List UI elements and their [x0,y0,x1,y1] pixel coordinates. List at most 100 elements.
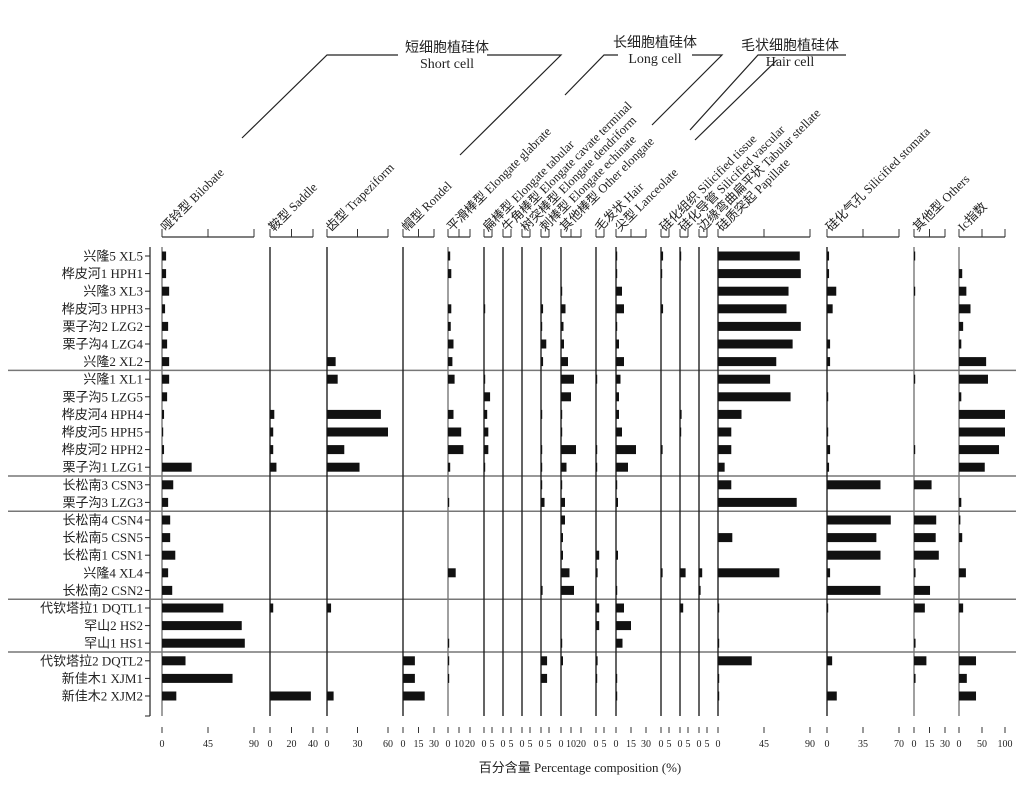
bar [561,321,564,331]
bar [616,409,619,419]
bar [959,392,962,402]
bar [680,568,686,578]
sample-label: 兴隆3 XL3 [83,284,143,299]
tick-label: 0 [825,739,830,750]
sample-label: 栗子沟3 LZG3 [62,495,143,510]
tick-label: 0 [501,739,506,750]
bar [959,304,971,314]
tick-label: 60 [383,739,393,750]
group-label-en: Hair cell [766,55,815,70]
sample-label: 桦皮河3 HPH3 [62,301,143,316]
bar [959,427,1005,437]
bar [914,374,916,384]
bar [959,691,977,701]
bar [616,691,618,701]
bar [596,656,598,666]
bar [827,462,830,472]
bar [616,321,618,331]
tick-label: 15 [925,739,935,750]
bar [162,673,233,683]
bar [959,321,964,331]
sample-label: 长松南3 CSN3 [62,477,143,492]
bar [718,392,791,402]
bar [616,392,619,402]
bar [448,304,452,314]
bar [959,409,1005,419]
tick-label: 50 [977,739,987,750]
tick-label: 30 [353,739,363,750]
sample-label: 栗子沟1 LZG1 [62,460,143,475]
tick-label: 0 [594,739,599,750]
bar [914,286,916,296]
bar [561,445,576,455]
tick-label: 90 [249,739,259,750]
tick-label: 10 [566,739,576,750]
bar [718,497,797,507]
bar [596,462,598,472]
group-label-short-cell: 短细胞植硅体 Short cell [405,40,489,72]
sample-label: 新佳木1 XJM1 [62,671,143,686]
bar [541,445,543,455]
bar [959,445,1000,455]
tick-label: 35 [858,739,868,750]
tick-label: 0 [678,739,683,750]
short-cell-leader-left [241,54,398,139]
sample-label: 栗子沟2 LZG2 [62,319,143,334]
column-1: 鞍型 Saddle 0 20 40 [266,180,320,750]
bar [448,251,451,261]
bar [561,462,567,472]
bar [718,568,780,578]
group-label-hair-cell: 毛状细胞植硅体 Hair cell [741,38,839,70]
bar [959,357,987,367]
bar [484,409,488,419]
bar [718,339,793,349]
bar [718,251,800,261]
tick-label: 15 [626,739,636,750]
bar [561,533,563,543]
bar [484,427,489,437]
bar [162,656,186,666]
bar [718,374,771,384]
tick-label: 20 [576,739,586,750]
sample-label: 兴隆5 XL5 [83,249,143,264]
group-label-cn: 毛状细胞植硅体 [741,38,839,54]
bar [327,445,345,455]
bar [596,603,600,613]
bar [616,286,622,296]
column-label: Ic指数 [955,199,991,235]
bar [827,480,881,490]
tick-label: 0 [957,739,962,750]
bar [541,339,547,349]
bar [162,515,171,525]
bar [561,357,568,367]
bar [162,533,171,543]
bar [162,445,165,455]
bar [616,357,624,367]
bar [680,603,684,613]
bar [541,357,544,367]
bar [596,568,598,578]
bar [403,656,415,666]
tick-label: 45 [759,739,769,750]
sample-label: 桦皮河2 HPH2 [62,442,143,457]
bar [718,357,777,367]
bar [270,462,277,472]
bar [827,603,829,613]
bar [959,603,964,613]
sample-label: 桦皮河1 HPH1 [62,266,143,281]
bar [561,585,574,595]
bar [827,357,831,367]
bar [827,286,837,296]
tick-label: 10 [454,739,464,750]
bar [616,304,624,314]
bar [270,603,274,613]
sample-label: 兴隆1 XL1 [83,372,143,387]
bar [718,533,733,543]
bar [270,445,274,455]
bar [448,638,450,648]
bar [162,497,169,507]
bar [448,409,454,419]
bar [561,480,563,490]
